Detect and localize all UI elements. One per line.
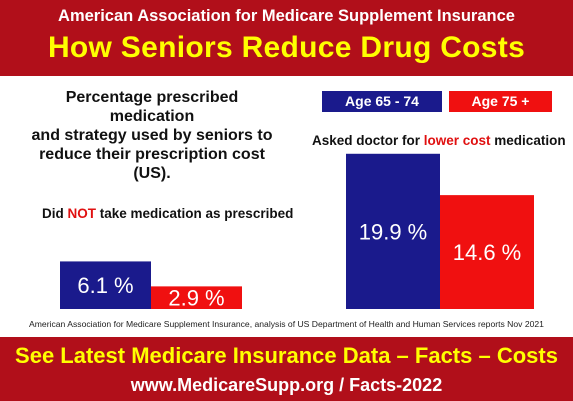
legend-item-age-65-74: Age 65 - 74 [322,91,442,112]
bar-chart1-age-65-74 [60,261,151,309]
source-note: American Association for Medicare Supple… [29,319,544,329]
page-title: How Seniors Reduce Drug Costs [47,31,526,64]
bar-chart2-age-65-74 [346,153,440,309]
chart-title-not-as-prescribed: Did NOT take medication as prescribed [42,206,293,221]
chart-title-part: Asked doctor for [312,133,424,148]
chart-title-part: Did [42,206,68,221]
bar-label-chart1-age-65-74: 6.1 % [77,273,133,298]
chart-title-part: take medication as prescribed [96,206,294,221]
bar-label-chart2-age-75-plus: 14.6 % [453,240,522,265]
legend-item-age-75-plus: Age 75 + [449,91,552,112]
bar-chart2-age-75-plus [440,195,534,309]
organization-name: American Association for Medicare Supple… [58,7,515,25]
intro-text: Percentage prescribed medication and str… [22,88,282,183]
chart-title-highlight: lower cost [423,133,491,148]
intro-line-3: reduce their prescription cost (US). [39,146,265,182]
chart-title-highlight: NOT [67,206,97,221]
chart-title-lower-cost: Asked doctor for lower cost medication [312,133,566,148]
footer-url: www.MedicareSupp.org / Facts-2022 [130,375,443,395]
chart-title-part: medication [490,133,566,148]
footer-banner: See Latest Medicare Insurance Data – Fac… [0,337,573,401]
intro-line-1: Percentage prescribed medication [65,89,239,125]
header-banner: American Association for Medicare Supple… [0,0,573,76]
bar-label-chart1-age-75-plus: 2.9 % [168,286,224,311]
footer-cta: See Latest Medicare Insurance Data – Fac… [15,343,558,368]
bar-label-chart2-age-65-74: 19.9 % [359,219,428,244]
bar-chart1-age-75-plus [151,286,242,309]
intro-line-2: and strategy used by seniors to [31,127,273,144]
